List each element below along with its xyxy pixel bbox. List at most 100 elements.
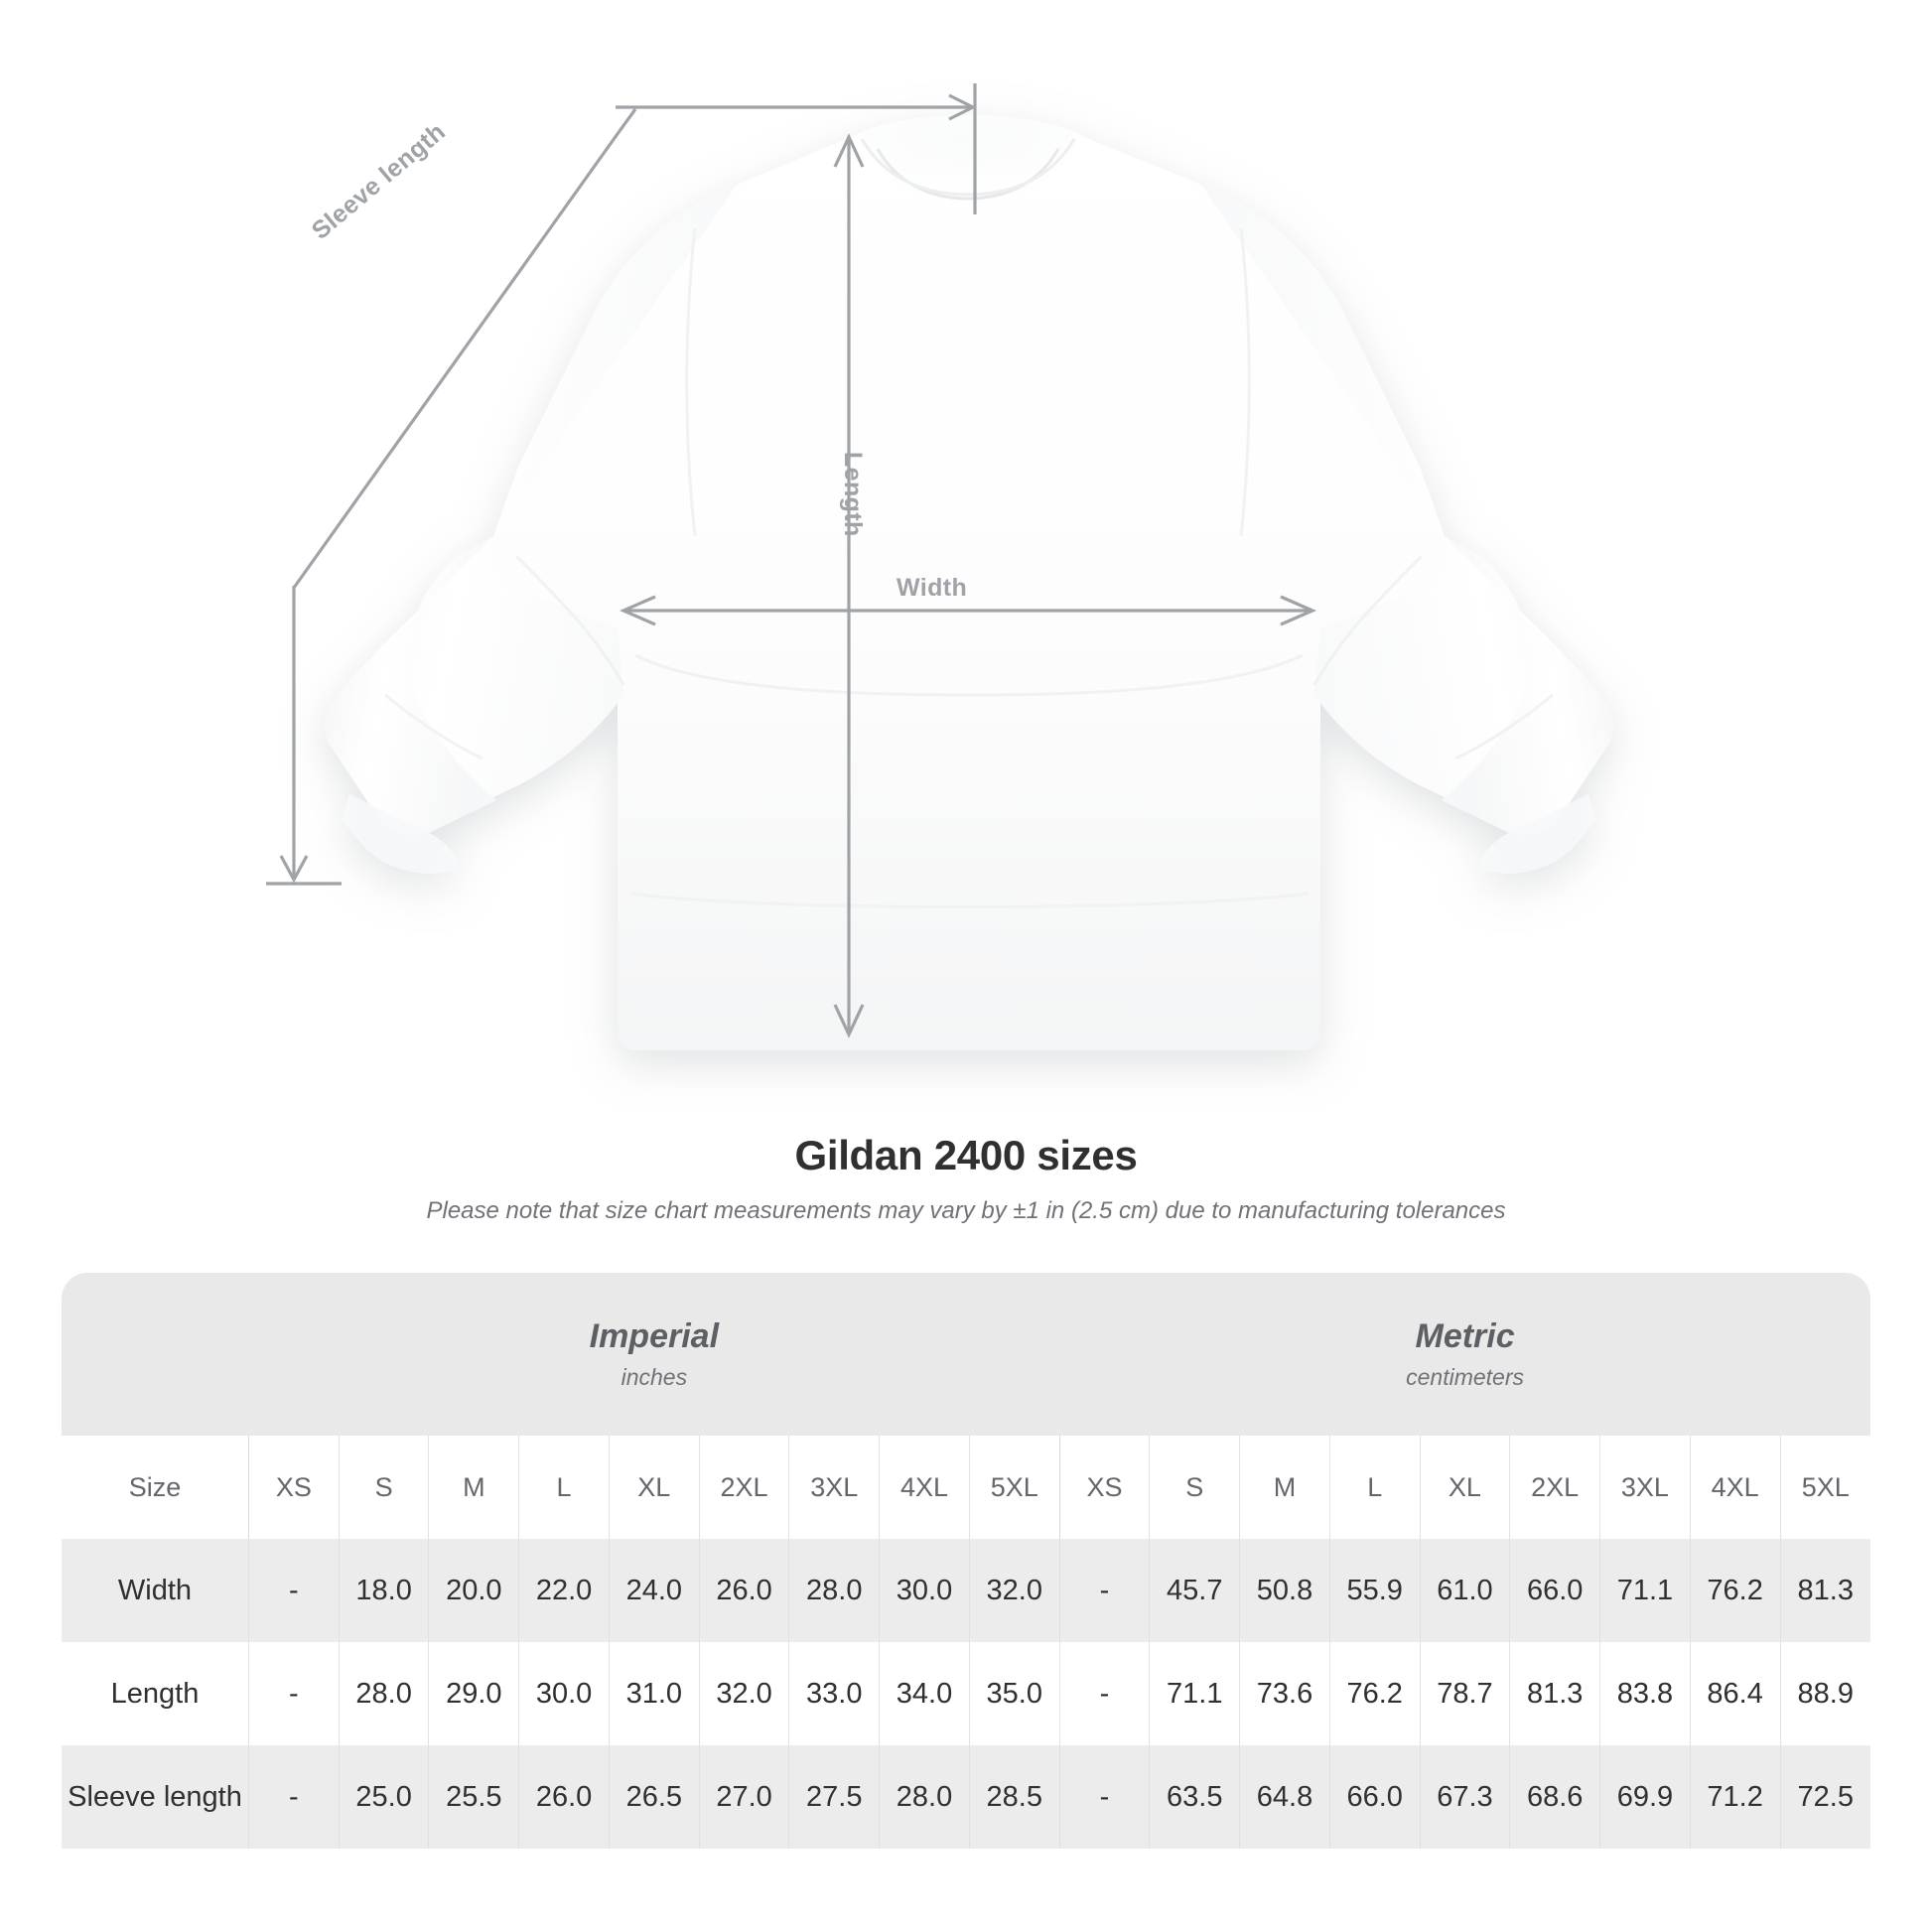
size-header-metric-xs: XS: [1058, 1436, 1150, 1539]
cell-width-imperial-xl: 24.0: [608, 1539, 700, 1642]
title-block: Gildan 2400 sizes Please note that size …: [0, 1132, 1932, 1225]
width-arrowhead-left: [620, 595, 656, 626]
cell-length-imperial-s: 28.0: [338, 1642, 429, 1745]
page-subtitle: Please note that size chart measurements…: [426, 1197, 1506, 1224]
cell-length-imperial-3xl: 33.0: [788, 1642, 880, 1745]
cell-sleeve-metric-xl: 67.3: [1419, 1745, 1510, 1849]
size-header-imperial-s: S: [338, 1436, 429, 1539]
cell-length-imperial-xs: -: [248, 1642, 340, 1745]
cell-sleeve-metric-3xl: 69.9: [1599, 1745, 1691, 1849]
cell-length-metric-s: 71.1: [1149, 1642, 1240, 1745]
cell-width-imperial-4xl: 30.0: [879, 1539, 970, 1642]
shirt-shape: [324, 115, 1614, 1050]
sleeve-left-lower: [324, 536, 496, 836]
size-header-metric-l: L: [1328, 1436, 1421, 1539]
cell-width-imperial-2xl: 26.0: [698, 1539, 789, 1642]
cell-sleeve-imperial-5xl: 28.5: [968, 1745, 1060, 1849]
size-header-metric-2xl: 2XL: [1509, 1436, 1600, 1539]
unit-sub-metric: centimeters: [1406, 1364, 1524, 1391]
size-header-imperial-2xl: 2XL: [698, 1436, 789, 1539]
cell-width-metric-s: 45.7: [1149, 1539, 1240, 1642]
cell-sleeve-metric-5xl: 72.5: [1779, 1745, 1870, 1849]
unit-name-imperial: Imperial: [589, 1316, 720, 1355]
cuff-right: [1479, 794, 1596, 874]
size-header-imperial-5xl: 5XL: [968, 1436, 1060, 1539]
cell-width-metric-3xl: 71.1: [1599, 1539, 1691, 1642]
sleeve-elbow-join: [618, 108, 637, 132]
unit-banner-row: Imperial inches Metric centimeters: [62, 1273, 1870, 1436]
unit-sub-imperial: inches: [621, 1364, 688, 1391]
size-header-metric-4xl: 4XL: [1689, 1436, 1781, 1539]
cell-width-imperial-xs: -: [248, 1539, 340, 1642]
size-header-imperial-xl: XL: [608, 1436, 700, 1539]
size-header-imperial-3xl: 3XL: [788, 1436, 880, 1539]
size-chart-table: Imperial inches Metric centimeters Size …: [62, 1273, 1870, 1849]
collar-inner-edge: [876, 148, 1060, 201]
width-arrowhead-right: [1280, 595, 1316, 626]
length-arrowhead-up: [833, 133, 865, 168]
cuff-left: [342, 794, 459, 874]
cell-sleeve-imperial-xs: -: [248, 1745, 340, 1849]
cell-sleeve-metric-xs: -: [1058, 1745, 1150, 1849]
cell-length-metric-m: 73.6: [1239, 1642, 1330, 1745]
fabric-folds: [384, 227, 1554, 908]
width-label: Width: [897, 574, 968, 602]
sleeve-right-lower: [1442, 536, 1614, 836]
cell-sleeve-metric-l: 66.0: [1328, 1745, 1421, 1849]
size-header-metric-xl: XL: [1419, 1436, 1510, 1539]
size-header-imperial-4xl: 4XL: [879, 1436, 970, 1539]
cell-length-imperial-2xl: 32.0: [698, 1642, 789, 1745]
cell-width-metric-m: 50.8: [1239, 1539, 1330, 1642]
shirt-body: [490, 115, 1448, 1050]
cell-length-metric-3xl: 83.8: [1599, 1642, 1691, 1745]
cell-length-imperial-m: 29.0: [428, 1642, 519, 1745]
size-header-metric-m: M: [1239, 1436, 1330, 1539]
sleeve-right: [1201, 185, 1602, 826]
cell-length-imperial-xl: 31.0: [608, 1642, 700, 1745]
cell-width-metric-5xl: 81.3: [1779, 1539, 1870, 1642]
collar: [856, 115, 1082, 203]
sleeve-length-dimension: [266, 83, 977, 886]
size-header-metric-3xl: 3XL: [1599, 1436, 1691, 1539]
cell-width-imperial-5xl: 32.0: [968, 1539, 1060, 1642]
sleeve-arrowhead-down: [279, 855, 309, 884]
size-header-label: Size: [62, 1436, 249, 1539]
cell-width-imperial-m: 20.0: [428, 1539, 519, 1642]
cell-length-metric-l: 76.2: [1328, 1642, 1421, 1745]
cell-length-imperial-4xl: 34.0: [879, 1642, 970, 1745]
garment-illustration: Sleeve length Length Width: [266, 83, 1614, 1050]
collar-rib: [860, 138, 1076, 197]
sleeve-arrowhead-right: [948, 93, 977, 121]
cell-width-metric-xs: -: [1058, 1539, 1150, 1642]
sleeve-stem-diagonal: [292, 130, 621, 589]
cell-length-metric-xs: -: [1058, 1642, 1150, 1745]
unit-banner-metric: Metric centimeters: [1059, 1273, 1870, 1436]
cell-sleeve-imperial-3xl: 27.5: [788, 1745, 880, 1849]
cell-sleeve-metric-2xl: 68.6: [1509, 1745, 1600, 1849]
length-label: Length: [839, 452, 867, 537]
cell-sleeve-metric-s: 63.5: [1149, 1745, 1240, 1849]
size-header-imperial-xs: XS: [248, 1436, 340, 1539]
row-label-width: Width: [62, 1539, 249, 1642]
table-row: Sleeve length - 25.0 25.5 26.0 26.5 27.0…: [62, 1745, 1870, 1849]
cell-length-metric-5xl: 88.9: [1779, 1642, 1870, 1745]
size-header-row: Size XS S M L XL 2XL 3XL 4XL 5XL XS S M …: [62, 1436, 1870, 1539]
row-label-length: Length: [62, 1642, 249, 1745]
table-row: Width - 18.0 20.0 22.0 24.0 26.0 28.0 30…: [62, 1539, 1870, 1642]
length-arrowhead-down: [833, 1004, 865, 1038]
page-title: Gildan 2400 sizes: [794, 1132, 1138, 1178]
cell-width-imperial-3xl: 28.0: [788, 1539, 880, 1642]
size-header-metric-5xl: 5XL: [1779, 1436, 1870, 1539]
size-chart-table-wrapper: Imperial inches Metric centimeters Size …: [62, 1273, 1870, 1849]
cell-width-imperial-s: 18.0: [338, 1539, 429, 1642]
cell-sleeve-imperial-2xl: 27.0: [698, 1745, 789, 1849]
cell-width-metric-2xl: 66.0: [1509, 1539, 1600, 1642]
unit-name-metric: Metric: [1415, 1316, 1515, 1355]
garment-svg: [266, 83, 1614, 1050]
cell-length-metric-4xl: 86.4: [1689, 1642, 1781, 1745]
cell-width-metric-l: 55.9: [1328, 1539, 1421, 1642]
sleeve-left: [336, 185, 737, 826]
length-dimension: [833, 133, 865, 1038]
cell-width-metric-4xl: 76.2: [1689, 1539, 1781, 1642]
cell-sleeve-imperial-s: 25.0: [338, 1745, 429, 1849]
